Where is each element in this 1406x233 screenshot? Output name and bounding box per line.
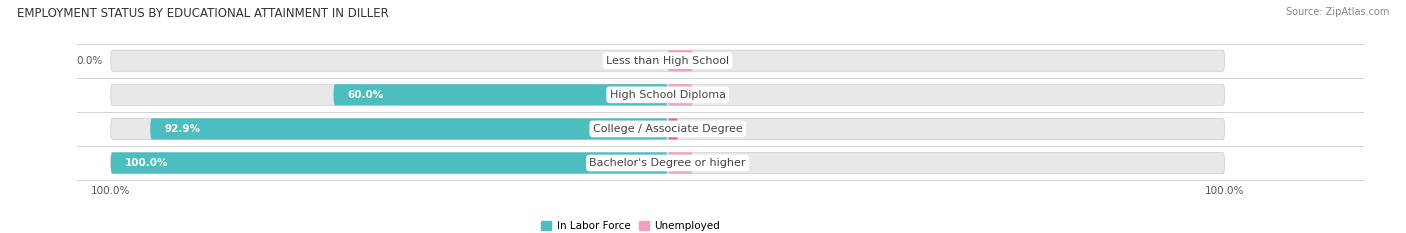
Text: 0.0%: 0.0%	[76, 56, 103, 66]
FancyBboxPatch shape	[333, 84, 668, 105]
Text: EMPLOYMENT STATUS BY EDUCATIONAL ATTAINMENT IN DILLER: EMPLOYMENT STATUS BY EDUCATIONAL ATTAINM…	[17, 7, 388, 20]
FancyBboxPatch shape	[150, 118, 668, 140]
FancyBboxPatch shape	[111, 50, 1225, 71]
Text: 1.9%: 1.9%	[686, 124, 713, 134]
Text: College / Associate Degree: College / Associate Degree	[593, 124, 742, 134]
FancyBboxPatch shape	[111, 152, 668, 174]
FancyBboxPatch shape	[111, 152, 1225, 174]
FancyBboxPatch shape	[668, 84, 693, 105]
Text: 100.0%: 100.0%	[125, 158, 169, 168]
FancyBboxPatch shape	[668, 50, 693, 71]
Text: Bachelor's Degree or higher: Bachelor's Degree or higher	[589, 158, 747, 168]
Text: Source: ZipAtlas.com: Source: ZipAtlas.com	[1285, 7, 1389, 17]
Text: 0.0%: 0.0%	[702, 158, 727, 168]
Text: Less than High School: Less than High School	[606, 56, 730, 66]
FancyBboxPatch shape	[668, 152, 693, 174]
FancyBboxPatch shape	[111, 118, 1225, 140]
Text: 60.0%: 60.0%	[347, 90, 384, 100]
FancyBboxPatch shape	[111, 84, 1225, 105]
Text: 0.0%: 0.0%	[702, 56, 727, 66]
Legend: In Labor Force, Unemployed: In Labor Force, Unemployed	[537, 217, 724, 233]
Text: High School Diploma: High School Diploma	[610, 90, 725, 100]
FancyBboxPatch shape	[668, 118, 678, 140]
Text: 0.0%: 0.0%	[702, 90, 727, 100]
Text: 92.9%: 92.9%	[165, 124, 200, 134]
